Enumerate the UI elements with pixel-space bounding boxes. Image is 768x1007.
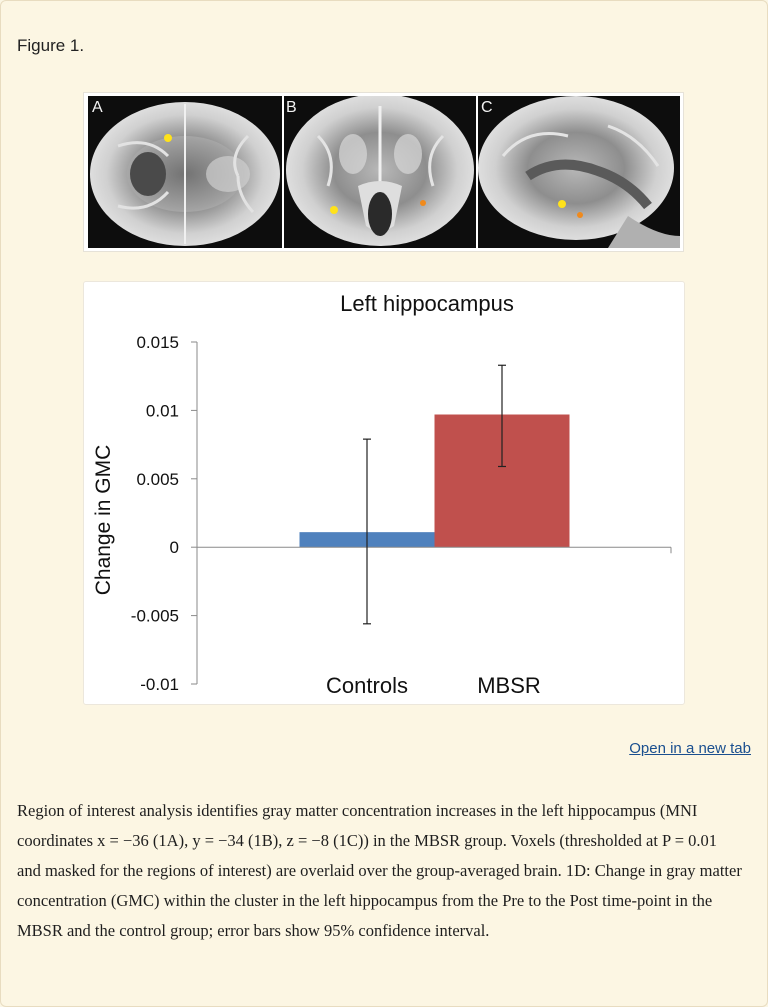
panel-label-a: A bbox=[92, 99, 103, 116]
y-tick-label: -0.005 bbox=[131, 607, 179, 626]
y-tick-label: 0 bbox=[170, 538, 179, 557]
panel-label-c: C bbox=[481, 99, 493, 116]
brain-images-panel: A B C bbox=[83, 92, 684, 252]
y-tick-label: -0.01 bbox=[140, 675, 179, 694]
highlight-marker bbox=[558, 200, 566, 208]
x-axis bbox=[197, 546, 672, 554]
x-tick-label: Controls bbox=[326, 673, 408, 698]
highlight-marker bbox=[577, 212, 583, 218]
x-tick-labels: Controls MBSR bbox=[326, 673, 541, 698]
y-axis-label: Change in GMC bbox=[92, 445, 115, 596]
y-tick-label: 0.015 bbox=[136, 333, 179, 352]
brain-slice-a: A bbox=[88, 96, 282, 248]
y-tick-label: 0.01 bbox=[146, 401, 179, 420]
y-axis: 0.015 0.01 0.005 0 -0.005 -0.01 bbox=[131, 333, 198, 694]
brain-images: A B C bbox=[88, 96, 680, 248]
figure-label: Figure 1. bbox=[17, 36, 85, 55]
brain-slice-b: B bbox=[284, 96, 476, 248]
error-bars bbox=[363, 364, 506, 625]
figure-caption: Region of interest analysis identifies g… bbox=[17, 801, 742, 940]
bars bbox=[299, 414, 570, 548]
highlight-marker bbox=[330, 206, 338, 214]
bar-chart-panel: Left hippocampus Change in GMC 0.015 0.01… bbox=[83, 281, 685, 705]
panel-label-b: B bbox=[286, 99, 297, 116]
brain-slice-c: C bbox=[478, 96, 680, 248]
open-in-new-tab-link[interactable]: Open in a new tab bbox=[629, 740, 751, 757]
bar-chart: Left hippocampus Change in GMC 0.0150.01… bbox=[92, 291, 672, 698]
highlight-marker bbox=[420, 200, 426, 206]
highlight-marker bbox=[164, 134, 172, 142]
chart-title: Left hippocampus bbox=[340, 291, 514, 316]
y-tick-label: 0.005 bbox=[136, 470, 179, 489]
x-tick-label: MBSR bbox=[477, 673, 541, 698]
